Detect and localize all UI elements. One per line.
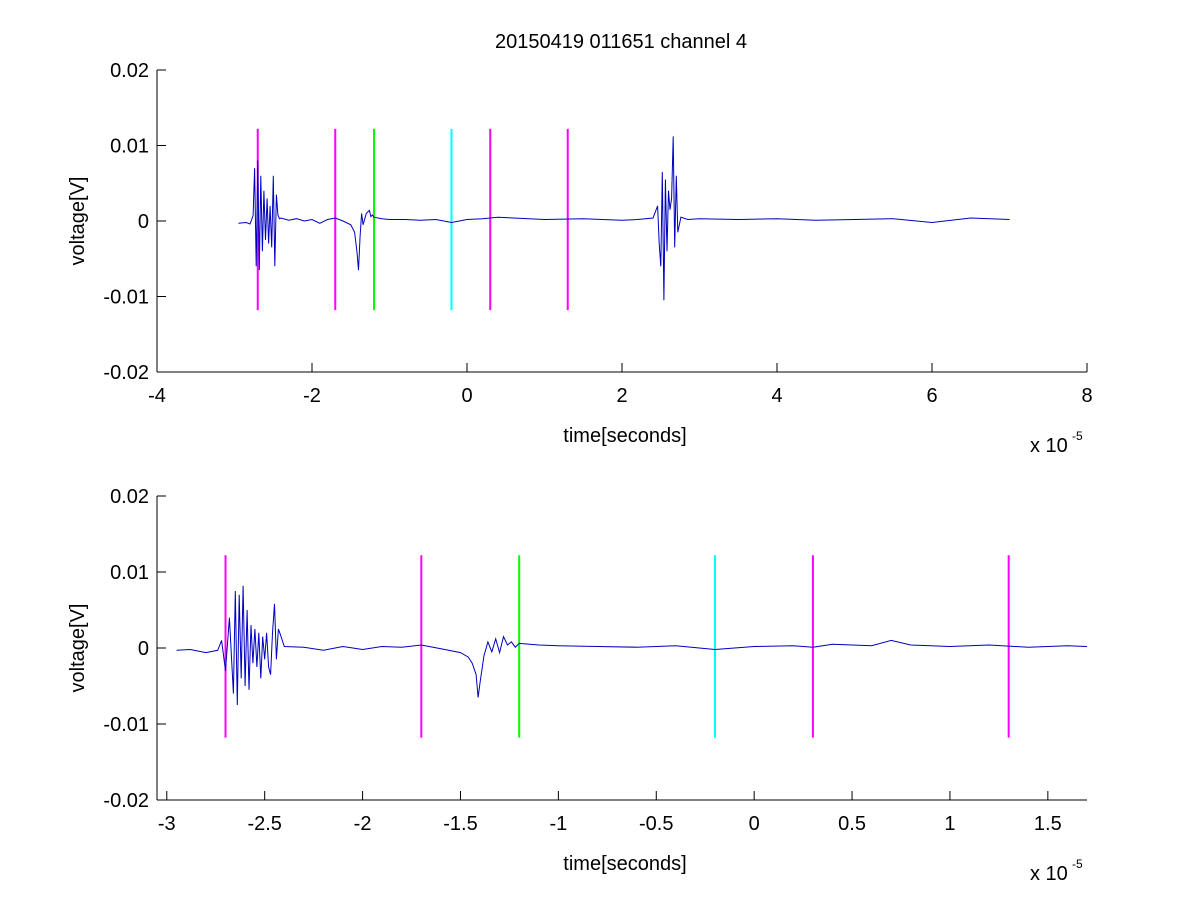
x-tick-label: -2.5 [247,813,281,835]
x-tick-label: -2 [354,813,372,835]
x-axis-label: time[seconds] [563,853,686,875]
x-tick-label: 0.5 [838,813,866,835]
x-multiplier-exponent: -5 [1072,429,1083,443]
x-tick-label: 1.5 [1034,813,1062,835]
x-tick-label: -1 [549,813,567,835]
x-tick-label: 1 [944,813,955,835]
y-tick-label: -0.01 [103,287,149,309]
x-multiplier-label: x 10 [1030,435,1068,457]
x-tick-label: -4 [148,385,166,407]
x-tick-label: -2 [303,385,321,407]
y-tick-label: 0.02 [110,486,149,508]
x-tick-label: -3 [158,813,176,835]
x-tick-label: -1.5 [443,813,477,835]
x-tick-label: 0 [461,385,472,407]
top-plot: -0.02 -0.01 0 0.01 0.02 -4 -2 0 2 4 6 8 time[seconds… [67,60,1093,457]
y-tick-label: 0.01 [110,562,149,584]
y-tick-label: 0.01 [110,136,149,158]
x-tick-label: -0.5 [639,813,673,835]
y-tick-label: 0.02 [110,60,149,82]
y-tick-label: -0.01 [103,714,149,736]
x-multiplier-label: x 10 [1030,863,1068,885]
signal-series-line [176,585,1087,706]
signal-series-line [238,136,1010,301]
y-tick-label: 0 [138,211,149,233]
x-axis-label: time[seconds] [563,425,686,447]
x-tick-label: 2 [616,385,627,407]
y-axis-label: voltage[V] [67,177,89,266]
y-tick-label: 0 [138,638,149,660]
x-tick-label: 6 [926,385,937,407]
y-tick-label: -0.02 [103,362,149,384]
y-axis-label: voltage[V] [67,604,89,693]
bottom-plot: -0.02 -0.01 0 0.01 0.02 -3 -2.5 -2 -1.5 -1 -0.5 0 0.… [67,486,1087,885]
x-tick-label: 8 [1081,385,1092,407]
x-tick-label: 4 [771,385,782,407]
figure-title: 20150419 011651 channel 4 [495,31,747,53]
x-tick-label: 0 [749,813,760,835]
x-multiplier-exponent: -5 [1072,857,1083,871]
y-tick-label: -0.02 [103,790,149,812]
